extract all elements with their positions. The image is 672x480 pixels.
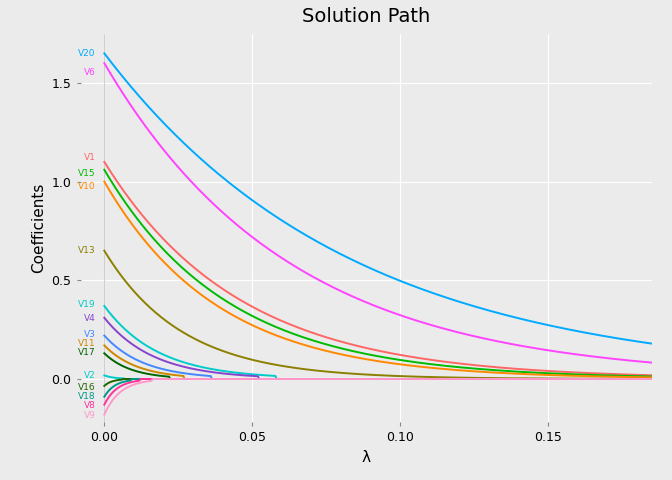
- Text: V17: V17: [78, 348, 95, 357]
- Text: V4: V4: [84, 314, 95, 324]
- Text: V16: V16: [78, 383, 95, 392]
- X-axis label: λ: λ: [362, 450, 371, 465]
- Text: V11: V11: [78, 339, 95, 348]
- Text: V20: V20: [78, 49, 95, 58]
- Text: V9: V9: [83, 411, 95, 420]
- Text: V2: V2: [84, 371, 95, 380]
- Text: V15: V15: [78, 169, 95, 178]
- Text: V1: V1: [83, 154, 95, 162]
- Text: V18: V18: [78, 392, 95, 401]
- Text: V10: V10: [78, 182, 95, 191]
- Title: Solution Path: Solution Path: [302, 8, 430, 26]
- Text: V13: V13: [78, 246, 95, 255]
- Text: V19: V19: [78, 300, 95, 310]
- Text: V6: V6: [83, 68, 95, 77]
- Text: V8: V8: [83, 401, 95, 410]
- Y-axis label: Coefficients: Coefficients: [31, 183, 46, 273]
- Text: V3: V3: [83, 330, 95, 339]
